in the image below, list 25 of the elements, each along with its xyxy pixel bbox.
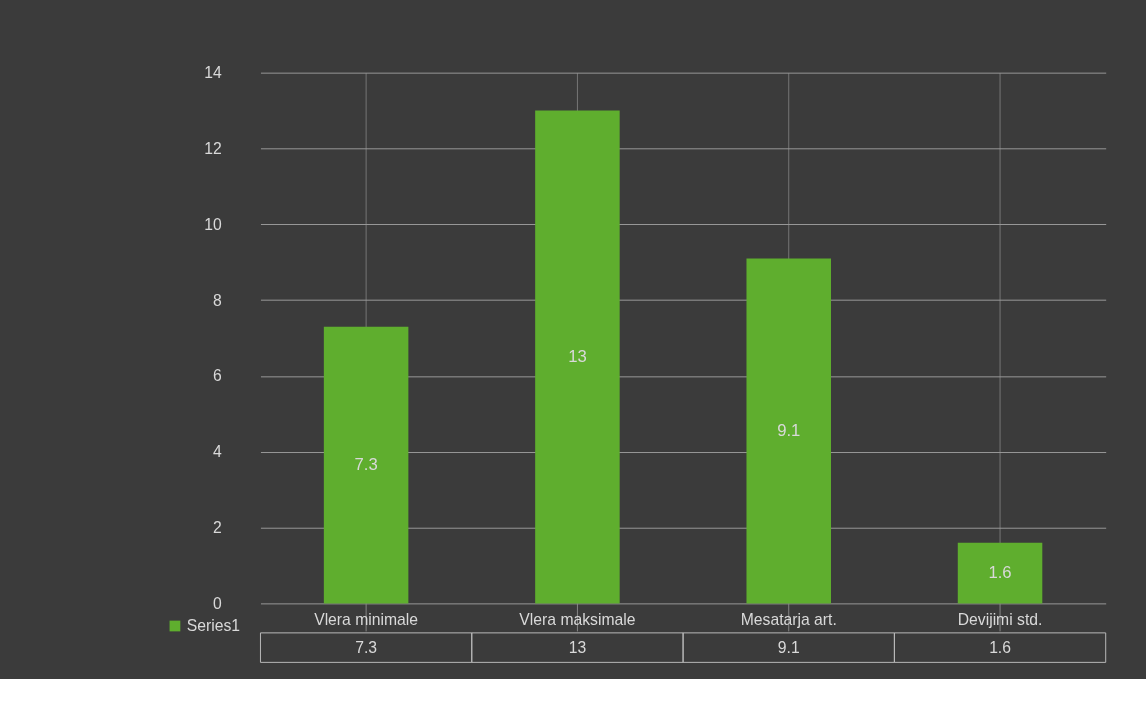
text: 7.3 [355,638,378,656]
bar [957,542,1043,604]
y-tick-label: 4 [212,443,222,461]
bar [746,258,831,604]
y-tick-label: 0 [212,594,222,612]
data-label: 7.3 [354,454,378,474]
x-tick-label: Mesatarja art. [740,610,837,628]
y-tick-label: 14 [204,64,222,82]
bar [323,326,409,604]
data-label: 9.1 [777,420,801,440]
x-tick-label: Devijimi std. [957,610,1043,628]
legend-label: Series1 [186,616,241,634]
data-label: 1.6 [988,562,1012,582]
y-tick-label: 8 [212,291,222,309]
y-tick-label: 10 [204,215,222,233]
data-label: 13 [568,346,587,366]
text: 13 [568,638,587,656]
text: 1.6 [989,638,1012,656]
x-tick-label: Vlera maksimale [519,610,636,628]
y-tick-label: 2 [212,518,222,536]
x-tick-label: Vlera minimale [314,610,419,628]
y-tick-label: 12 [204,139,222,157]
y-tick-label: 6 [212,367,222,385]
bar [535,110,620,604]
text: 9.1 [777,638,800,656]
